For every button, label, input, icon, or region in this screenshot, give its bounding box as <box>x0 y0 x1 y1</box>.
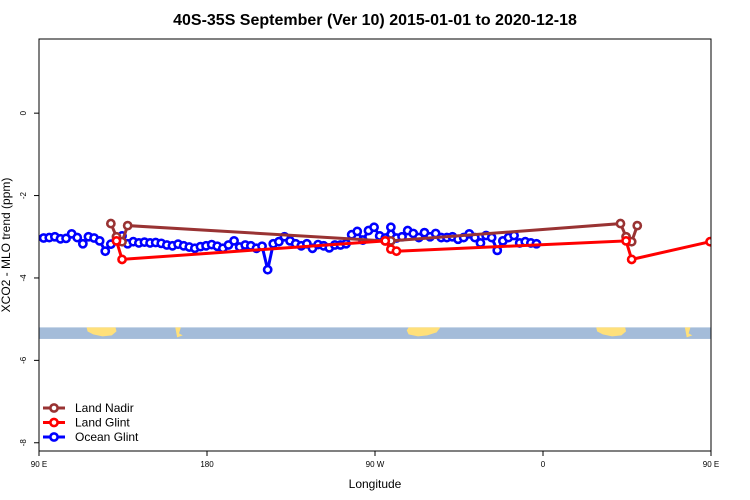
data-point <box>385 222 396 233</box>
data-point <box>475 238 486 248</box>
data-point <box>72 232 83 243</box>
y-tick-label: -4 <box>19 274 28 282</box>
map-land-1 <box>596 327 627 337</box>
x-tick-label: 0 <box>541 460 546 469</box>
y-axis: 0 -2 -4 -6 -8 <box>19 110 39 446</box>
x-axis: 90 E 180 90 W 0 90 E <box>31 451 719 469</box>
y-tick-label: -8 <box>19 439 28 447</box>
x-tick-label: 90 E <box>31 460 47 469</box>
y-tick-label: -6 <box>19 356 28 364</box>
data-point <box>705 236 711 247</box>
legend-swatch-marker <box>49 432 59 442</box>
data-point <box>632 220 643 231</box>
data-point <box>486 232 497 243</box>
y-tick-label: 0 <box>19 110 28 115</box>
plot-frame <box>38 38 712 452</box>
legend-label: Land Glint <box>75 416 130 430</box>
data-point <box>100 246 111 257</box>
x-tick-label: 180 <box>200 460 214 469</box>
map-land-4 <box>406 327 441 337</box>
data-point <box>352 226 363 237</box>
data-point <box>122 220 133 231</box>
data-point <box>229 235 239 246</box>
legend-label: Ocean Glint <box>75 430 139 444</box>
map-land-2 <box>175 327 183 338</box>
legend-swatch-marker <box>49 403 59 413</box>
map-strip <box>39 327 711 339</box>
data-point <box>626 254 637 265</box>
x-axis-label: Longitude <box>349 477 402 491</box>
chart-title: 40S-35S September (Ver 10) 2015-01-01 to… <box>173 12 577 29</box>
data-point <box>369 222 379 233</box>
data-point <box>262 264 273 275</box>
data-point <box>94 235 105 246</box>
legend-item: Land Nadir <box>43 401 134 415</box>
x-tick-label: 90 W <box>366 460 385 469</box>
data-point <box>105 218 116 229</box>
legend-item: Land Glint <box>43 416 130 430</box>
data-point <box>117 254 127 265</box>
data-point <box>621 235 631 246</box>
map-land-0 <box>86 327 117 337</box>
data-point <box>273 236 284 247</box>
series-land-glint <box>111 235 711 265</box>
legend-swatch-marker <box>49 417 59 428</box>
data-point <box>77 238 88 249</box>
legend-item: Ocean Glint <box>43 430 139 444</box>
map-ocean-band <box>39 327 711 339</box>
data-point <box>380 235 391 246</box>
data-point <box>111 235 122 246</box>
series-layer <box>39 218 711 275</box>
y-tick-label: -2 <box>19 191 28 199</box>
map-land-3 <box>684 327 693 338</box>
x-tick-label: 90 E <box>703 460 719 469</box>
y-axis-label: XCO2 - MLO trend (ppm) <box>0 178 13 313</box>
data-point <box>391 246 402 257</box>
data-point <box>615 218 626 229</box>
legend-label: Land Nadir <box>75 401 134 415</box>
